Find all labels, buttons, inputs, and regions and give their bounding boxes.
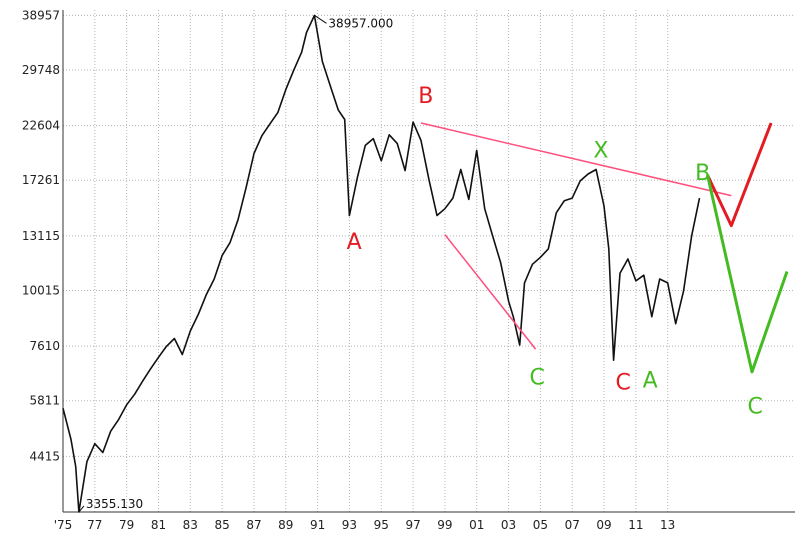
y-tick-label: 7610	[29, 339, 60, 353]
wave-label-x: X	[593, 139, 608, 164]
x-tick-label: 01	[469, 518, 484, 532]
x-tick-label: 81	[151, 518, 166, 532]
y-tick-label: 4415	[29, 449, 60, 463]
x-tick-label: 91	[310, 518, 325, 532]
wave-label-a: A	[643, 369, 658, 394]
max-leader-line	[314, 14, 327, 24]
trend-lines	[420, 122, 732, 350]
y-tick-label: 22604	[22, 119, 60, 133]
y-tick-label: 17261	[22, 173, 60, 187]
min-value-label: 3355.130	[86, 497, 143, 511]
wave-label-c: C	[748, 395, 763, 420]
projection-line	[706, 174, 789, 374]
x-tick-label: 07	[565, 518, 580, 532]
y-tick-label: 5811	[29, 394, 60, 408]
x-tick-label: 89	[278, 518, 293, 532]
trend-line	[444, 234, 537, 350]
x-tick-label: 97	[405, 518, 420, 532]
x-tick-label: 13	[660, 518, 675, 532]
wave-label-b: B	[695, 161, 710, 186]
x-tick-label: 79	[119, 518, 134, 532]
x-tick-label: 11	[628, 518, 643, 532]
x-tick-label: 93	[342, 518, 357, 532]
trend-line	[420, 122, 732, 197]
wave-label-a: A	[347, 230, 362, 255]
min-leader-line	[78, 505, 85, 513]
y-axis-ticks: 38957 29748 22604 17261 13115 10015 7610 5811 44…	[22, 8, 60, 463]
series-layer	[62, 14, 701, 513]
x-tick-label: 09	[596, 518, 611, 532]
y-tick-label: 10015	[22, 283, 60, 297]
wave-label-c: C	[530, 365, 545, 390]
wave-label-c: C	[615, 370, 630, 395]
x-tick-label: 99	[437, 518, 452, 532]
max-value-label: 38957.000	[328, 16, 393, 30]
x-tick-label: 83	[183, 518, 198, 532]
axes	[62, 10, 795, 513]
y-tick-label: 29748	[22, 63, 60, 77]
x-tick-label: '75	[54, 518, 73, 532]
y-tick-label: 13115	[22, 229, 60, 243]
price-series-line	[62, 14, 701, 513]
wave-projections	[706, 122, 789, 374]
x-tick-label: 87	[246, 518, 261, 532]
annotations: 38957.000 3355.130	[78, 14, 393, 513]
x-tick-label: 03	[501, 518, 516, 532]
x-tick-label: 85	[214, 518, 229, 532]
wave-label-b: B	[418, 84, 433, 109]
projection-line	[706, 122, 773, 228]
x-tick-label: 05	[533, 518, 548, 532]
x-axis-ticks: '75 77 79 81 83 85 87 89 91 93 95 97 99 01 03 05 07 09 11 1…	[54, 518, 676, 532]
x-tick-label: 95	[374, 518, 389, 532]
x-tick-label: 77	[87, 518, 102, 532]
y-tick-label: 38957	[22, 8, 60, 22]
